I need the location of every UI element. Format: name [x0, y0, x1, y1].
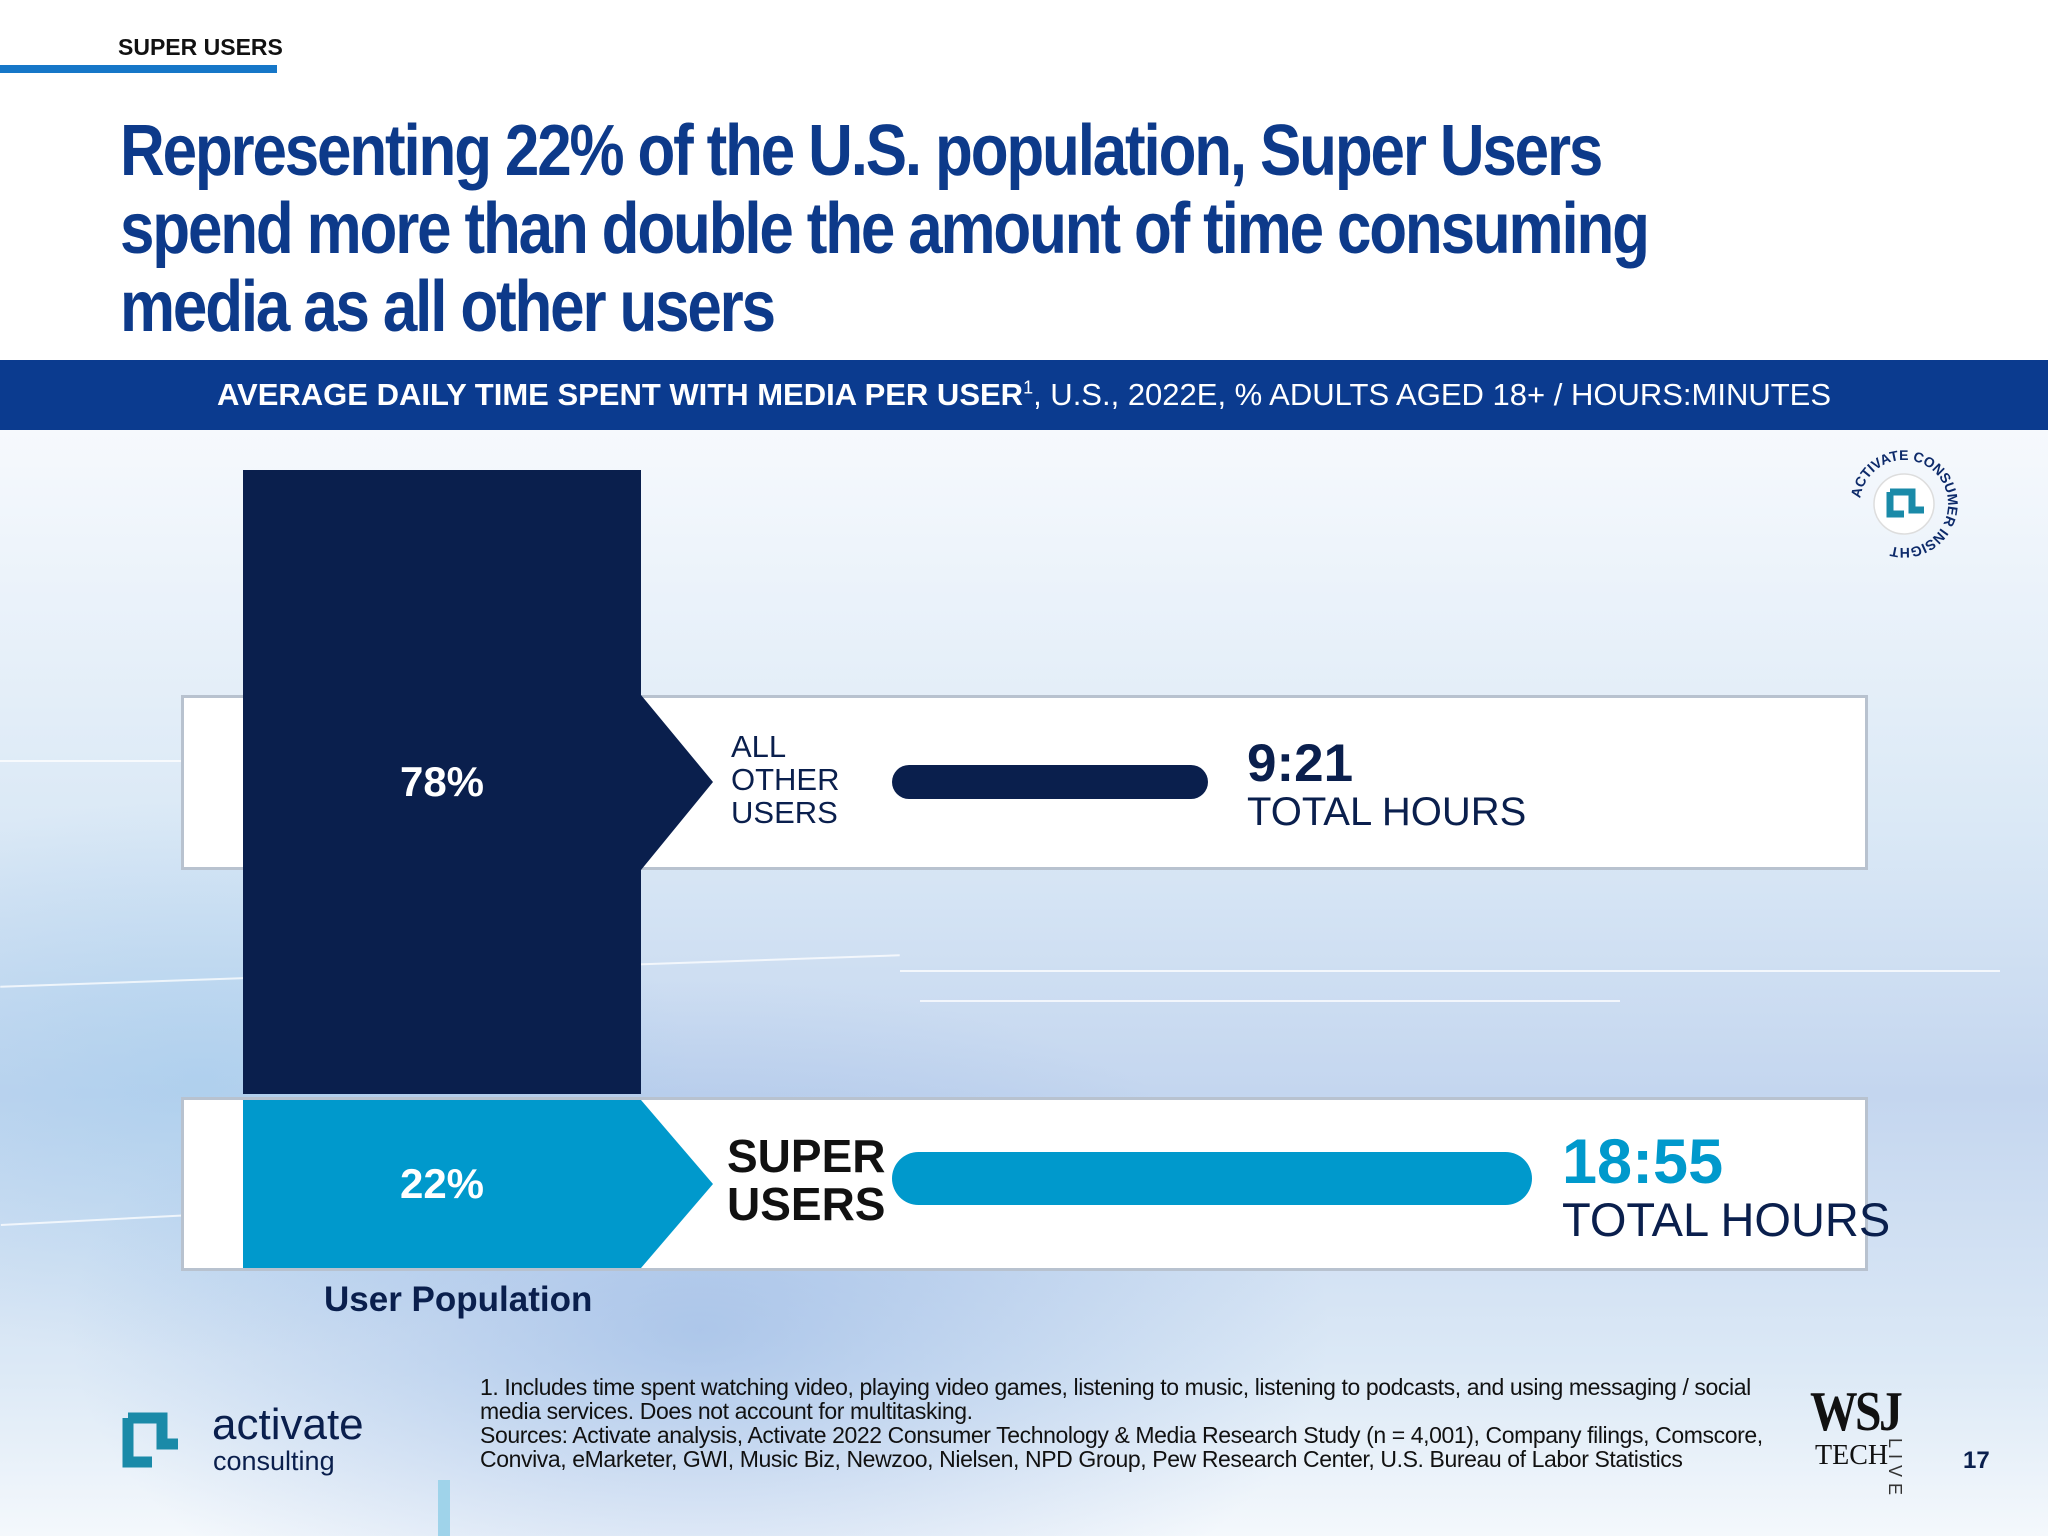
- wsj-tech: TECH: [1815, 1440, 1889, 1471]
- kicker-underline: [0, 65, 277, 73]
- logo-activate: activate: [212, 1400, 364, 1449]
- page-number: 17: [1963, 1447, 1990, 1474]
- logo-consulting: consulting: [213, 1446, 335, 1476]
- label-super-users: SUPER USERS: [727, 1132, 885, 1228]
- footnote-ref: 1: [1023, 377, 1034, 398]
- footnotes: 1. Includes time spent watching video, p…: [480, 1375, 1810, 1471]
- time-label-super-users: TOTAL HOURS: [1562, 1193, 1891, 1246]
- time-all-other-users: 9:21: [1247, 734, 1354, 793]
- label-all-other-users: ALL OTHER USERS: [731, 730, 840, 829]
- subtitle-rest: , U.S., 2022E, % ADULTS AGED 18+ / HOURS…: [1033, 377, 1832, 412]
- footnote-1: 1. Includes time spent watching video, p…: [480, 1374, 1751, 1424]
- chart-subtitle-band: AVERAGE DAILY TIME SPENT WITH MEDIA PER …: [0, 360, 2048, 430]
- section-kicker: SUPER USERS: [118, 34, 283, 60]
- time-bar-super-users: [892, 1152, 1532, 1205]
- share-super-users: 22%: [399, 1160, 485, 1207]
- time-super-users: 18:55: [1562, 1127, 1724, 1197]
- label-line: USERS: [727, 1178, 886, 1230]
- page-title: Representing 22% of the U.S. population,…: [120, 111, 1650, 347]
- time-label-all-other-users: TOTAL HOURS: [1247, 790, 1527, 834]
- x-axis-label: User Population: [324, 1280, 593, 1319]
- share-all-other-users: 78%: [399, 758, 485, 805]
- wsj-live: LIVE: [1885, 1438, 1905, 1502]
- label-line: SUPER: [727, 1130, 886, 1182]
- activate-logo-icon: [122, 1412, 178, 1468]
- wsj-logo: WSJ: [1810, 1381, 1903, 1443]
- subtitle-bold: AVERAGE DAILY TIME SPENT WITH MEDIA PER …: [216, 377, 1024, 412]
- bar-all-other-users-share: [243, 470, 713, 1094]
- sources: Sources: Activate analysis, Activate 202…: [480, 1422, 1763, 1472]
- population-column: [243, 470, 713, 1268]
- accent-bar: [438, 1480, 450, 1536]
- label-line: ALL: [731, 729, 787, 764]
- bar-super-users-share: [243, 1100, 713, 1268]
- time-bar-all-other-users: [892, 765, 1208, 799]
- label-line: USERS: [731, 795, 838, 830]
- label-line: OTHER: [731, 762, 840, 797]
- activate-consumer-insight-seal: ACTIVATE CONSUMER INSIGHT: [1847, 447, 1961, 561]
